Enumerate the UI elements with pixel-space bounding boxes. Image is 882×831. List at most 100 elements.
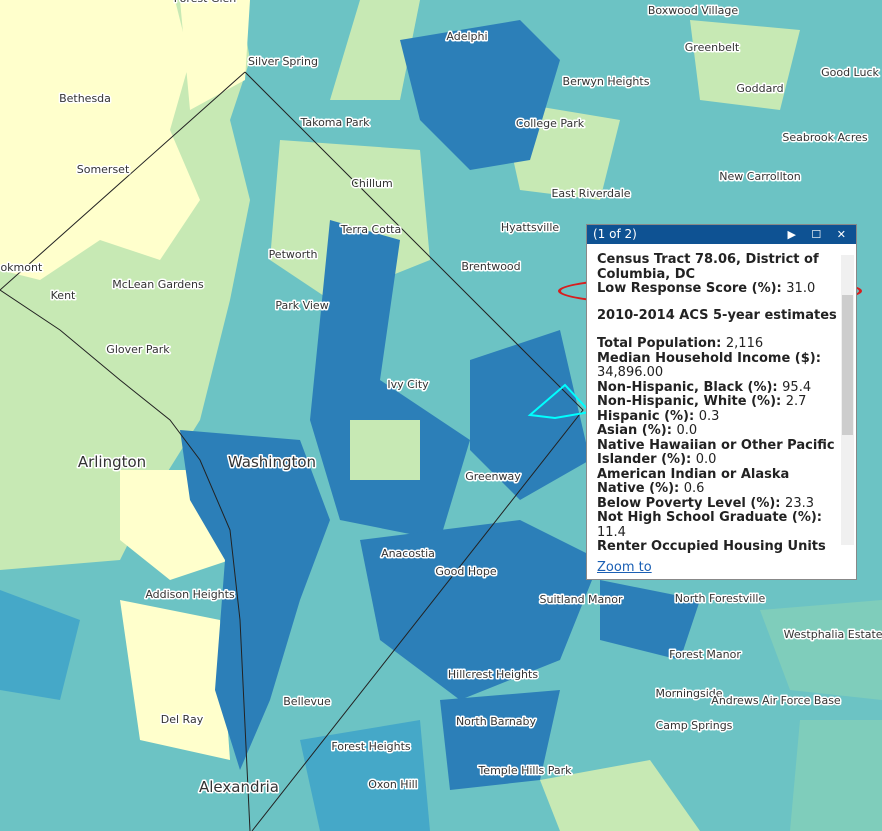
score-label: Low Response Score (%):	[597, 281, 782, 296]
field-value: 0.0	[676, 423, 698, 438]
field-value: 0.3	[698, 408, 720, 424]
field-label: Total Population:	[597, 336, 722, 351]
place-label: North Barnaby	[456, 715, 537, 728]
place-label: Forest Manor	[669, 648, 741, 661]
region	[330, 0, 420, 100]
field-label: Native Hawaiian or Other Pacific Islande…	[597, 437, 835, 467]
place-label: Goddard	[736, 82, 783, 95]
place-label: Bellevue	[283, 695, 331, 708]
region	[0, 590, 80, 700]
place-label: Oxon Hill	[368, 778, 417, 791]
region	[120, 600, 230, 760]
place-label: New Carrollton	[719, 170, 800, 183]
place-label: Petworth	[269, 248, 318, 261]
region	[790, 720, 882, 831]
dc-boundary	[0, 71, 246, 291]
place-label: Berwyn Heights	[563, 75, 650, 88]
field-row: Total Population: 2,116	[597, 336, 837, 352]
popup-icons[interactable]: ▶ ☐ ✕	[787, 228, 852, 241]
region	[440, 690, 560, 790]
field-row: Below Poverty Level (%): 23.3	[597, 495, 837, 512]
field-label: Non-Hispanic, Black (%):	[597, 379, 778, 395]
scrollbar[interactable]	[841, 255, 854, 545]
field-row: Asian (%): 0.0	[597, 423, 837, 439]
region	[350, 420, 420, 480]
popup-subtitle: 2010-2014 ACS 5-year estimates	[597, 307, 837, 323]
field-row: Renter Occupied Housing Units	[597, 539, 837, 553]
place-label: Seabrook Acres	[782, 131, 868, 144]
field-label: Asian (%):	[597, 423, 672, 438]
place-label: Greenway	[465, 470, 521, 483]
dc-boundary	[244, 71, 584, 831]
place-label: Boxwood Village	[648, 4, 739, 17]
place-label: Westphalia Estates	[784, 628, 882, 641]
region	[0, 0, 200, 280]
field-value: 34,896.00	[597, 365, 664, 380]
region	[690, 20, 800, 110]
score-row: Low Response Score (%): 31.0	[597, 281, 837, 297]
field-label: Hispanic (%):	[597, 408, 695, 424]
place-label: Silver Spring	[248, 55, 318, 68]
region	[600, 580, 700, 660]
place-label: Suitland Manor	[539, 593, 623, 606]
place-label: Washington	[228, 453, 316, 471]
place-label: Good Luck	[821, 66, 879, 79]
field-value: 23.3	[785, 495, 814, 511]
place-label: Addison Heights	[145, 588, 235, 601]
field-row: Native Hawaiian or Other Pacific Islande…	[597, 437, 837, 468]
place-label: Forest Heights	[331, 740, 411, 753]
place-label: Adelphi	[446, 30, 487, 43]
popup-body: Census Tract 78.06, District of Columbia…	[597, 253, 837, 553]
place-label: Good Hope	[435, 565, 496, 578]
field-row: Non-Hispanic, White (%): 2.7	[597, 394, 837, 410]
place-label: Morningside	[655, 687, 722, 700]
place-label: ookmont	[0, 261, 43, 274]
place-label: Park View	[275, 299, 328, 312]
place-label: Chillum	[351, 177, 393, 190]
place-label: Takoma Park	[299, 116, 370, 129]
popup: (1 of 2) ▶ ☐ ✕ Census Tract 78.06, Distr…	[586, 224, 857, 580]
scroll-thumb[interactable]	[842, 295, 853, 435]
place-label: Terra Cotta	[340, 223, 401, 236]
region	[760, 600, 882, 700]
field-value: 95.4	[782, 379, 812, 395]
place-label: McLean Gardens	[112, 278, 204, 291]
popup-counter: (1 of 2)	[593, 227, 637, 241]
place-label: Arlington	[78, 453, 146, 471]
region	[400, 20, 560, 170]
place-label: College Park	[516, 117, 585, 130]
place-label: Del Ray	[161, 713, 204, 726]
zoom-link[interactable]: Zoom to	[597, 560, 652, 575]
state-boundary	[0, 289, 251, 831]
popup-header: (1 of 2) ▶ ☐ ✕	[587, 225, 856, 244]
place-label: Ivy City	[387, 378, 429, 391]
region	[180, 430, 330, 770]
field-label: Renter Occupied Housing Units	[597, 539, 826, 553]
place-label: Brentwood	[461, 260, 520, 273]
field-value: 2.7	[785, 394, 807, 409]
place-label: Somerset	[77, 163, 130, 176]
field-row: Median Household Income ($): 34,896.00	[597, 351, 837, 381]
place-label: Forest Glen	[174, 0, 237, 5]
field-row: Non-Hispanic, Black (%): 95.4	[597, 379, 837, 396]
field-value: 2,116	[725, 336, 764, 351]
place-label: Hillcrest Heights	[448, 668, 538, 681]
region	[360, 520, 600, 700]
field-row: Not High School Graduate (%): 11.4	[597, 510, 837, 540]
field-row: Hispanic (%): 0.3	[597, 408, 837, 425]
score-value: 31.0	[786, 281, 816, 296]
field-label: Non-Hispanic, White (%):	[597, 394, 782, 409]
place-label: Kent	[51, 289, 76, 302]
region	[300, 720, 430, 831]
place-label: Temple Hills Park	[477, 764, 572, 777]
place-label: Glover Park	[106, 343, 170, 356]
field-value: 0.6	[683, 481, 705, 496]
place-label: East Riverdale	[551, 187, 630, 200]
field-row: American Indian or Alaska Native (%): 0.…	[597, 467, 837, 497]
field-label: Not High School Graduate (%):	[597, 510, 822, 525]
place-label: Camp Springs	[656, 719, 733, 732]
popup-title: Census Tract 78.06, District of Columbia…	[597, 253, 819, 282]
place-label: Andrews Air Force Base	[711, 694, 841, 707]
